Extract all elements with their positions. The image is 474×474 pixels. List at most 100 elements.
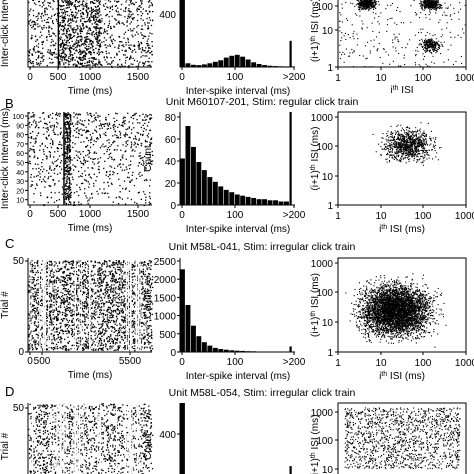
- isi-point: [414, 149, 416, 151]
- raster-spike: [133, 144, 135, 146]
- isi-point: [436, 6, 438, 8]
- raster-spike: [60, 168, 63, 170]
- isi-point: [417, 145, 419, 147]
- isi-point: [423, 160, 425, 162]
- raster-spike: [132, 63, 134, 65]
- raster-spike: [60, 44, 63, 46]
- raster-spike: [70, 2, 72, 4]
- raster-spike: [71, 19, 73, 21]
- isi-point: [433, 3, 435, 5]
- raster-spike: [63, 16, 65, 18]
- raster-spike: [103, 188, 105, 190]
- isi-point: [421, 4, 423, 6]
- isi-point: [396, 9, 398, 11]
- isi-point: [372, 8, 374, 10]
- raster-spike: [73, 192, 76, 194]
- raster-spike: [92, 2, 94, 4]
- raster-spike: [69, 3, 71, 5]
- isi-point: [390, 125, 392, 127]
- isi-point: [401, 139, 403, 141]
- raster-spike: [92, 31, 94, 33]
- raster-spike: [106, 124, 109, 126]
- raster-spike: [98, 0, 100, 2]
- raster-spike: [86, 130, 88, 133]
- isi-point: [425, 48, 427, 50]
- isi-point: [410, 138, 412, 140]
- raster-spike: [64, 126, 66, 128]
- raster-spike: [53, 124, 55, 126]
- raster-spike: [40, 120, 42, 122]
- isi-point: [432, 45, 434, 47]
- raster-spike: [83, 44, 85, 46]
- isi-point: [446, 27, 448, 29]
- isi-point: [415, 139, 417, 141]
- raster-spike: [97, 5, 100, 7]
- raster-spike: [141, 12, 144, 15]
- raster-spike: [88, 64, 90, 66]
- raster-spike: [59, 61, 61, 64]
- isi-point: [406, 151, 408, 153]
- raster-spike: [71, 59, 73, 62]
- raster-spike: [76, 56, 78, 58]
- panel-c-letter: C: [5, 236, 14, 251]
- isi-point: [415, 147, 417, 149]
- raster-spike: [76, 50, 78, 52]
- raster-spike: [86, 15, 89, 17]
- raster-spike: [152, 11, 154, 13]
- raster-spike: [79, 56, 81, 59]
- raster-spike: [69, 187, 71, 189]
- isi-point: [426, 49, 428, 51]
- raster-spike: [113, 26, 116, 28]
- raster-spike: [126, 20, 128, 22]
- raster-spike: [67, 195, 69, 197]
- raster-spike: [138, 48, 140, 50]
- raster-spike: [31, 37, 33, 39]
- raster-spike: [64, 167, 66, 169]
- raster-spike: [140, 126, 142, 129]
- isi-point: [440, 7, 442, 9]
- isi-point: [430, 41, 432, 43]
- raster-spike: [98, 19, 101, 22]
- raster-spike: [41, 12, 43, 14]
- isi-point: [433, 0, 435, 2]
- raster-spike: [109, 174, 111, 176]
- panel-a-raster-xlabel: Time (ms): [68, 86, 113, 97]
- isi-point: [416, 145, 418, 147]
- raster-spike: [64, 148, 66, 150]
- raster-spike: [106, 148, 108, 151]
- raster-spike: [39, 36, 41, 38]
- raster-spike: [67, 191, 70, 193]
- isi-point: [386, 152, 388, 154]
- raster-spike: [29, 126, 31, 128]
- isi-point: [372, 133, 374, 135]
- raster-spike: [69, 141, 71, 143]
- raster-spike: [56, 57, 58, 59]
- raster-spike: [83, 27, 85, 29]
- raster-spike: [128, 58, 131, 60]
- raster-spike: [151, 41, 153, 43]
- raster-spike: [137, 8, 140, 10]
- raster-spike: [132, 17, 134, 19]
- isi-point: [408, 151, 410, 153]
- isi-point: [435, 137, 437, 139]
- raster-spike: [106, 57, 108, 59]
- raster-spike: [74, 165, 76, 167]
- isi-point: [414, 154, 416, 156]
- raster-spike: [84, 55, 87, 57]
- raster-spike: [115, 197, 117, 199]
- isi-point: [420, 162, 422, 164]
- isi-point: [405, 151, 407, 153]
- isi-point: [417, 160, 419, 162]
- raster-spike: [88, 186, 90, 188]
- raster-spike: [33, 116, 35, 118]
- raster-spike: [138, 44, 141, 46]
- isi-point: [372, 12, 374, 14]
- raster-spike: [68, 2, 70, 4]
- raster-spike: [66, 137, 68, 139]
- raster-spike: [97, 168, 100, 170]
- raster-spike: [67, 21, 69, 23]
- isi-point: [426, 31, 428, 33]
- raster-spike: [76, 37, 78, 39]
- raster-spike: [84, 4, 87, 6]
- isi-point: [428, 6, 430, 8]
